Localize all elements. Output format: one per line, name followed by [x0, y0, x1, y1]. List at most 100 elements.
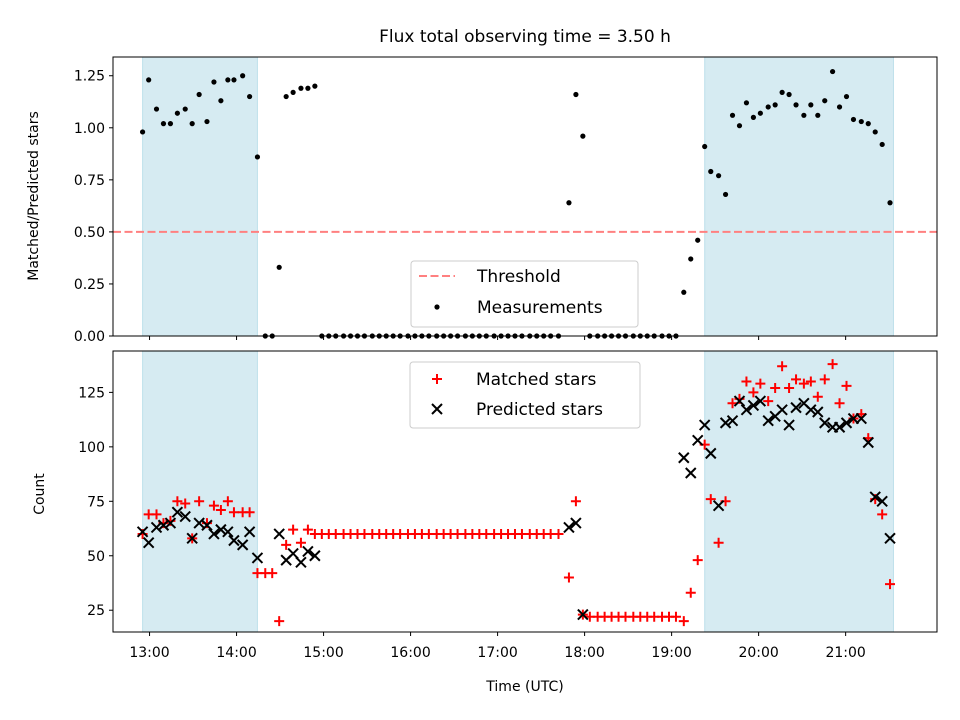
matched-star-point	[302, 524, 313, 535]
measurement-point	[815, 112, 821, 118]
measurement-point	[312, 83, 318, 89]
matched-star-point	[553, 528, 564, 539]
measurement-point	[160, 121, 167, 127]
predicted-star-point	[179, 510, 191, 523]
predicted-star-point	[819, 417, 831, 429]
measurement-point	[801, 112, 807, 118]
matched-star-point	[172, 496, 183, 507]
predicted-star-point	[201, 519, 213, 531]
panel-bottom: 25 50 75 100 125 13:00 14:00 15:00 16:00 17:00 18:…	[78, 350, 938, 661]
measurement-point	[681, 289, 687, 295]
panel-top: 0.00 0.25 0.50 0.75 1.00 1.25 Threshold Measure…	[74, 56, 938, 345]
measurement-point	[716, 173, 722, 179]
x-tick-label: 13:00	[129, 645, 169, 661]
predicted-star-point	[171, 506, 184, 518]
predicted-star-point	[754, 395, 767, 407]
measurement-point	[566, 200, 572, 206]
predicted-star-point	[251, 552, 264, 564]
matched-star-point	[288, 524, 299, 535]
measurement-point	[887, 200, 893, 206]
predicted-star-point	[869, 491, 881, 503]
measurement-point	[211, 79, 217, 85]
bottom-xlabel: Time (UTC)	[485, 679, 563, 695]
matched-star-point	[885, 579, 896, 590]
legend-measurement-swatch	[434, 304, 440, 310]
measurement-point	[290, 89, 296, 95]
predicted-star-point	[855, 412, 868, 425]
y-tick-label: 0.25	[74, 277, 105, 293]
y-tick-label: 1.25	[74, 69, 105, 85]
measurement-point	[786, 91, 792, 98]
measurement-point	[858, 118, 864, 125]
x-tick-label: 14:00	[216, 645, 256, 661]
x-tick-label: 17:00	[477, 645, 517, 661]
predicted-star-point	[150, 521, 163, 534]
predicted-star-point	[733, 395, 746, 407]
matched-star-point	[841, 380, 852, 391]
predicted-star-point	[783, 419, 795, 431]
shaded-region-2	[704, 56, 894, 337]
matched-star-point	[563, 572, 574, 583]
measurement-point	[146, 77, 152, 83]
matched-star-point	[678, 616, 689, 627]
x-tick-label: 16:00	[390, 645, 430, 661]
matched-star-point	[805, 376, 816, 387]
measurement-point	[283, 93, 289, 100]
legend-threshold-label: Threshold	[476, 267, 561, 287]
predicted-star-point	[726, 414, 739, 427]
measurement-point	[722, 191, 729, 198]
matched-star-point	[812, 391, 823, 402]
predicted-star-point	[136, 526, 149, 538]
predicted-star-point	[805, 404, 817, 416]
matched-star-point	[670, 611, 681, 622]
measurement-point	[276, 264, 282, 270]
predicted-star-point	[719, 417, 732, 429]
predicted-star-point	[208, 528, 220, 540]
x-tick-label: 20:00	[738, 645, 778, 661]
x-tick-label: 18:00	[564, 645, 604, 661]
matched-star-point	[151, 509, 162, 520]
matched-star-point	[791, 374, 802, 385]
predicted-star-point	[157, 519, 170, 531]
predicted-star-point	[563, 521, 575, 534]
measurement-point	[850, 116, 857, 123]
matched-star-point	[228, 507, 239, 518]
matched-star-point	[705, 494, 716, 505]
measurement-point	[204, 118, 210, 125]
predicted-star-point	[812, 406, 824, 418]
matched-star-point	[222, 496, 233, 507]
matched-star-point	[208, 500, 219, 511]
measurement-point	[808, 102, 814, 108]
predicted-star-point	[577, 608, 589, 621]
measurement-point	[865, 121, 871, 127]
predicted-star-point	[678, 452, 690, 464]
measurement-point	[743, 100, 750, 106]
legend-matched-swatch	[432, 374, 442, 384]
matched-star-point	[741, 376, 752, 387]
chart-title: Flux total observing time = 3.50 h	[379, 27, 671, 47]
matched-star-point	[281, 539, 292, 550]
predicted-star-point	[698, 419, 711, 431]
matched-star-point	[244, 507, 255, 518]
predicted-star-point	[236, 539, 249, 551]
matched-star-point	[827, 359, 838, 370]
y-tick-label: 1.00	[74, 121, 105, 137]
measurement-point	[298, 85, 304, 91]
predicted-star-point	[790, 401, 802, 414]
shaded-region-1	[142, 350, 258, 633]
matched-star-point	[194, 496, 205, 507]
matched-star-point	[755, 378, 766, 389]
y-tick-label: 75	[87, 494, 105, 510]
predicted-star-point	[747, 399, 760, 412]
predicted-star-point	[193, 517, 205, 529]
measurement-point	[247, 93, 253, 100]
measurement-point	[872, 129, 878, 135]
matched-star-point	[267, 568, 278, 579]
matched-star-point	[748, 387, 759, 398]
measurement-point	[231, 77, 237, 83]
measurement-point	[736, 123, 743, 129]
predicted-star-point	[884, 532, 896, 545]
measurement-point	[843, 93, 850, 100]
measurement-point	[757, 110, 763, 116]
